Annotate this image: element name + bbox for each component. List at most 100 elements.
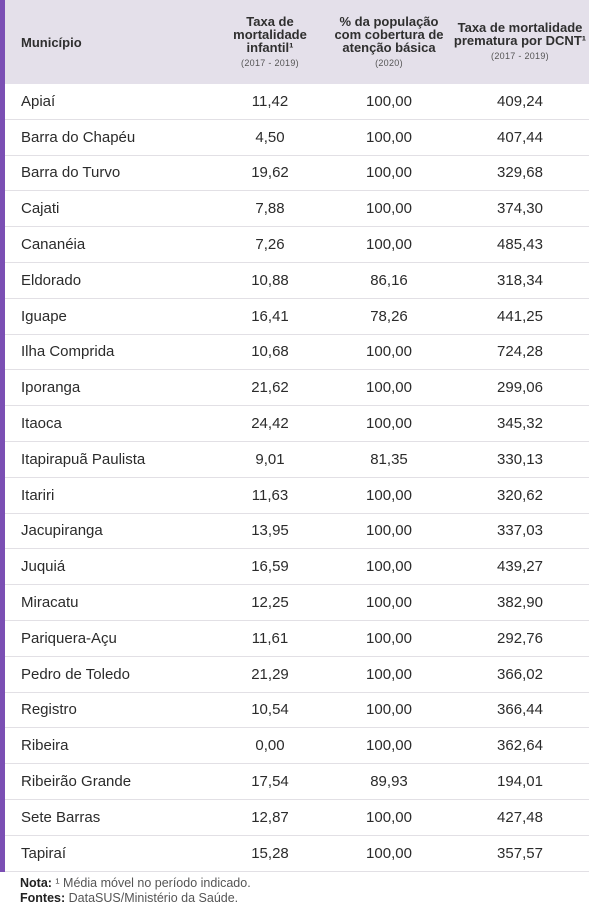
footer-note: Nota: ¹ Média móvel no período indicado. xyxy=(20,876,251,891)
table-row: Iporanga 21,62 100,00 299,06 xyxy=(5,370,589,407)
cell-municipio: Pedro de Toledo xyxy=(21,665,130,683)
cell-mortalidade-prematura: 366,02 xyxy=(497,665,543,683)
cell-cobertura-basica: 100,00 xyxy=(366,665,412,683)
table-row: Cajati 7,88 100,00 374,30 xyxy=(5,191,589,228)
cell-mortalidade-prematura: 292,76 xyxy=(497,629,543,647)
cell-cobertura-basica: 100,00 xyxy=(366,737,412,755)
cell-municipio: Apiaí xyxy=(21,92,56,110)
table-row: Miracatu 12,25 100,00 382,90 xyxy=(5,585,589,621)
cell-municipio: Ribeira xyxy=(21,737,69,755)
cell-mortalidade-prematura: 407,44 xyxy=(497,128,543,146)
cell-cobertura-basica: 100,00 xyxy=(366,701,412,719)
header-mortalidade-prematura-label: Taxa de mortalidade prematura por DCNT¹ xyxy=(453,20,587,48)
header-mortalidade-infantil: Taxa de mortalidade infantil¹ (2017 - 20… xyxy=(213,15,327,70)
cell-mortalidade-prematura: 485,43 xyxy=(497,236,543,254)
table-row: Pariquera-Açu 11,61 100,00 292,76 xyxy=(5,621,589,657)
cell-cobertura-basica: 100,00 xyxy=(366,343,412,361)
cell-mortalidade-infantil: 21,62 xyxy=(251,379,289,397)
cell-cobertura-basica: 100,00 xyxy=(366,808,412,826)
table-row: Itariri 11,63 100,00 320,62 xyxy=(5,478,589,514)
header-cobertura-basica-label: % da população com cobertura de atenção … xyxy=(334,13,444,55)
cell-mortalidade-prematura: 382,90 xyxy=(497,594,543,612)
footer-source-text: DataSUS/Ministério da Saúde. xyxy=(65,891,239,905)
table-row: Cananéia 7,26 100,00 485,43 xyxy=(5,227,589,263)
cell-municipio: Sete Barras xyxy=(21,808,101,826)
cell-mortalidade-infantil: 7,26 xyxy=(255,236,285,254)
cell-cobertura-basica: 100,00 xyxy=(366,558,412,576)
table-body: Apiaí 11,42 100,00 409,24 Barra do Chapéu 4,5… xyxy=(5,84,589,872)
cell-mortalidade-prematura: 345,32 xyxy=(497,415,543,433)
cell-mortalidade-infantil: 15,28 xyxy=(251,844,289,862)
cell-mortalidade-infantil: 11,42 xyxy=(251,92,289,110)
header-mortalidade-prematura: Taxa de mortalidade prematura por DCNT¹ … xyxy=(451,21,589,63)
cell-cobertura-basica: 100,00 xyxy=(366,594,412,612)
cell-mortalidade-infantil: 10,68 xyxy=(251,343,289,361)
footer-source: Fontes: DataSUS/Ministério da Saúde. xyxy=(20,891,251,906)
table-row: Sete Barras 12,87 100,00 427,48 xyxy=(5,800,589,836)
cell-cobertura-basica: 100,00 xyxy=(366,379,412,397)
cell-cobertura-basica: 100,00 xyxy=(366,200,412,218)
table-row: Ribeira 0,00 100,00 362,64 xyxy=(5,728,589,765)
cell-mortalidade-prematura: 330,13 xyxy=(497,450,543,468)
cell-municipio: Juquiá xyxy=(21,558,66,576)
cell-municipio: Itariri xyxy=(21,486,55,504)
header-mortalidade-infantil-period: (2017 - 2019) xyxy=(241,57,299,68)
cell-mortalidade-infantil: 16,41 xyxy=(251,307,289,325)
cell-mortalidade-infantil: 16,59 xyxy=(251,558,289,576)
cell-cobertura-basica: 100,00 xyxy=(366,415,412,433)
cell-mortalidade-prematura: 724,28 xyxy=(497,343,543,361)
cell-cobertura-basica: 100,00 xyxy=(366,486,412,504)
table-header: Município Taxa de mortalidade infantil¹ … xyxy=(5,0,589,84)
cell-mortalidade-infantil: 12,87 xyxy=(251,808,289,826)
cell-mortalidade-infantil: 21,29 xyxy=(251,665,289,683)
cell-cobertura-basica: 81,35 xyxy=(370,450,408,468)
cell-municipio: Ilha Comprida xyxy=(21,343,115,361)
footer-source-label: Fontes: xyxy=(20,891,66,905)
data-table: Município Taxa de mortalidade infantil¹ … xyxy=(5,0,589,872)
cell-mortalidade-prematura: 299,06 xyxy=(497,379,543,397)
cell-mortalidade-prematura: 362,64 xyxy=(497,737,543,755)
cell-mortalidade-infantil: 10,88 xyxy=(251,271,289,289)
cell-cobertura-basica: 78,26 xyxy=(370,307,408,325)
cell-municipio: Pariquera-Açu xyxy=(21,629,117,647)
cell-mortalidade-prematura: 329,68 xyxy=(497,164,543,182)
table-row: Eldorado 10,88 86,16 318,34 xyxy=(5,263,589,299)
table-footer: Nota: ¹ Média móvel no período indicado.… xyxy=(20,876,251,906)
cell-mortalidade-prematura: 374,30 xyxy=(497,200,543,218)
table-row: Barra do Chapéu 4,50 100,00 407,44 xyxy=(5,120,589,156)
cell-cobertura-basica: 86,16 xyxy=(370,271,408,289)
header-cobertura-basica-period: (2020) xyxy=(375,57,403,68)
cell-municipio: Iguape xyxy=(21,307,67,325)
cell-mortalidade-infantil: 4,50 xyxy=(255,128,285,146)
cell-mortalidade-prematura: 366,44 xyxy=(497,701,543,719)
cell-cobertura-basica: 100,00 xyxy=(366,629,412,647)
cell-municipio: Iporanga xyxy=(21,379,81,397)
cell-mortalidade-infantil: 11,61 xyxy=(251,629,289,647)
cell-mortalidade-prematura: 194,01 xyxy=(497,773,543,791)
cell-mortalidade-prematura: 357,57 xyxy=(497,844,543,862)
cell-municipio: Barra do Turvo xyxy=(21,164,121,182)
cell-cobertura-basica: 100,00 xyxy=(366,128,412,146)
cell-mortalidade-infantil: 24,42 xyxy=(251,415,289,433)
table-row: Jacupiranga 13,95 100,00 337,03 xyxy=(5,514,589,550)
cell-mortalidade-prematura: 427,48 xyxy=(497,808,543,826)
header-cobertura-basica: % da população com cobertura de atenção … xyxy=(327,15,451,70)
cell-mortalidade-prematura: 318,34 xyxy=(497,271,543,289)
table-row: Juquiá 16,59 100,00 439,27 xyxy=(5,549,589,586)
accent-bar xyxy=(0,0,5,872)
cell-cobertura-basica: 89,93 xyxy=(370,773,408,791)
cell-cobertura-basica: 100,00 xyxy=(366,522,412,540)
cell-mortalidade-infantil: 0,00 xyxy=(255,737,285,755)
footer-note-label: Nota: xyxy=(20,876,52,890)
cell-mortalidade-prematura: 441,25 xyxy=(497,307,543,325)
cell-cobertura-basica: 100,00 xyxy=(366,164,412,182)
table-row: Apiaí 11,42 100,00 409,24 xyxy=(5,84,589,120)
table-row: Ilha Comprida 10,68 100,00 724,28 xyxy=(5,335,589,371)
cell-mortalidade-infantil: 11,63 xyxy=(251,486,289,504)
cell-municipio: Barra do Chapéu xyxy=(21,128,136,146)
table-row: Itapirapuã Paulista 9,01 81,35 330,13 xyxy=(5,442,589,478)
cell-municipio: Tapiraí xyxy=(21,844,67,862)
cell-cobertura-basica: 100,00 xyxy=(366,92,412,110)
cell-municipio: Miracatu xyxy=(21,594,79,612)
table-row: Registro 10,54 100,00 366,44 xyxy=(5,693,589,729)
